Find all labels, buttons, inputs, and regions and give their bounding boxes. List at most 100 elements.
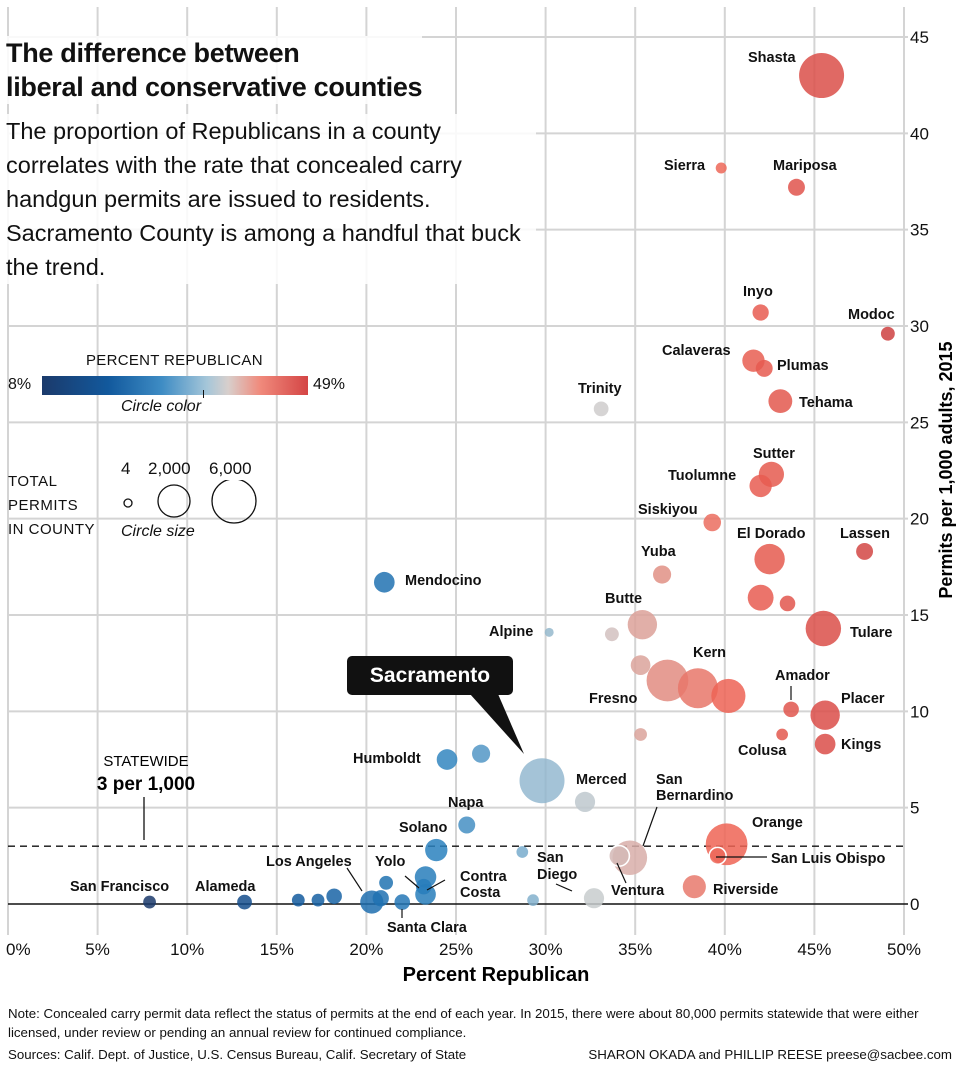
x-tick-label: 20% xyxy=(349,940,383,959)
statewide-label: STATEWIDE xyxy=(103,753,188,770)
y-tick-label: 35 xyxy=(910,221,929,240)
y-tick-label: 15 xyxy=(910,606,929,625)
credit: SHARON OKADA and PHILLIP REESE preese@sa… xyxy=(588,1047,952,1062)
data-label: Santa Clara xyxy=(387,920,468,936)
callout-label: Sacramento xyxy=(370,664,490,687)
data-point xyxy=(779,595,796,612)
data-label: Siskiyou xyxy=(638,502,698,518)
data-label: Yuba xyxy=(641,544,677,560)
y-tick-label: 10 xyxy=(910,702,929,721)
data-point xyxy=(415,878,432,895)
x-tick-label: 45% xyxy=(797,940,831,959)
callout-pointer xyxy=(470,694,524,754)
y-tick-label: 40 xyxy=(910,124,929,143)
y-axis-title: Permits per 1,000 adults, 2015 xyxy=(936,341,956,598)
data-label: Bernardino xyxy=(656,788,733,804)
data-label: San xyxy=(656,772,683,788)
data-label: Tulare xyxy=(850,625,892,641)
size-legend-title-line: TOTAL xyxy=(8,473,58,490)
data-label: Contra xyxy=(460,869,508,885)
data-point xyxy=(776,728,788,741)
size-legend-caption: Circle size xyxy=(121,523,195,540)
data-label: Alpine xyxy=(489,624,533,640)
data-label: Shasta xyxy=(748,50,796,66)
callout-box xyxy=(347,656,513,695)
size-legend-title: TOTAL PERMITS IN COUNTY xyxy=(8,470,95,542)
data-point xyxy=(754,543,785,575)
data-point xyxy=(755,359,773,377)
data-label: Diego xyxy=(537,867,577,883)
color-legend-title: PERCENT REPUBLICAN xyxy=(86,352,263,369)
data-point xyxy=(799,53,845,99)
size-legend-value-large: 6,000 xyxy=(209,459,252,478)
data-point xyxy=(768,389,793,414)
x-tick-label: 10% xyxy=(170,940,204,959)
data-point xyxy=(472,744,491,763)
data-point xyxy=(788,178,805,196)
data-label: Humboldt xyxy=(353,751,421,767)
data-label: Napa xyxy=(448,795,484,811)
data-point xyxy=(747,584,774,611)
data-point xyxy=(814,733,836,755)
data-label: Ventura xyxy=(611,883,665,899)
y-tick-label: 25 xyxy=(910,413,929,432)
data-label: Merced xyxy=(576,772,627,788)
data-point xyxy=(372,890,389,907)
data-label: Kern xyxy=(693,645,726,661)
data-point xyxy=(682,875,706,899)
data-point xyxy=(519,758,565,804)
data-point xyxy=(752,304,769,321)
chart-title: The difference between liberal and conse… xyxy=(6,36,423,104)
data-point xyxy=(711,678,746,714)
x-axis-title: Percent Republican xyxy=(403,964,590,986)
x-tick-label: 40% xyxy=(708,940,742,959)
data-point xyxy=(749,474,772,498)
data-label: Inyo xyxy=(743,284,773,300)
data-point xyxy=(607,844,631,867)
data-point xyxy=(783,701,799,718)
x-tick-label: 50% xyxy=(887,940,921,959)
data-point xyxy=(326,888,342,905)
data-point xyxy=(653,565,672,584)
data-point xyxy=(715,162,727,174)
data-point xyxy=(805,610,842,647)
data-label: Mendocino xyxy=(405,573,482,589)
data-label: Amador xyxy=(775,668,830,684)
data-point xyxy=(604,627,619,642)
data-point xyxy=(630,655,651,675)
data-label: El Dorado xyxy=(737,526,806,542)
leader-line xyxy=(555,883,573,892)
data-point xyxy=(810,700,840,730)
data-point xyxy=(458,816,476,834)
statewide-reference-line: STATEWIDE 3 per 1,000 xyxy=(8,753,908,847)
leader-line xyxy=(426,879,446,891)
statewide-value: 3 per 1,000 xyxy=(97,774,195,795)
x-tick-label: 30% xyxy=(529,940,563,959)
data-point xyxy=(703,513,722,532)
size-legend-circle-medium xyxy=(157,484,191,518)
data-point xyxy=(425,838,448,862)
chart-title-line-2: liberal and conservative counties xyxy=(6,72,423,102)
data-point xyxy=(583,888,605,909)
data-point xyxy=(856,542,874,560)
data-label: Solano xyxy=(399,820,447,836)
y-tick-label: 45 xyxy=(910,28,929,47)
size-legend-circle-small xyxy=(123,498,133,508)
data-point xyxy=(646,659,689,702)
data-point xyxy=(436,749,458,770)
data-point xyxy=(880,326,895,341)
size-legend-circles xyxy=(123,480,257,524)
data-point xyxy=(374,571,395,593)
data-label: Orange xyxy=(752,815,803,831)
data-point xyxy=(527,894,539,906)
data-label: Sutter xyxy=(753,446,795,462)
leader-line xyxy=(642,806,658,847)
data-label: Kings xyxy=(841,737,881,753)
data-point xyxy=(634,728,647,741)
size-legend-value-small: 4 xyxy=(121,459,131,478)
data-label: San Francisco xyxy=(70,879,169,895)
data-labels: Shasta Sierra Mariposa Inyo Modoc Calaveras Pl… xyxy=(70,50,895,936)
leader-line xyxy=(616,862,627,884)
data-point xyxy=(237,894,252,910)
data-label: Fresno xyxy=(589,691,637,707)
